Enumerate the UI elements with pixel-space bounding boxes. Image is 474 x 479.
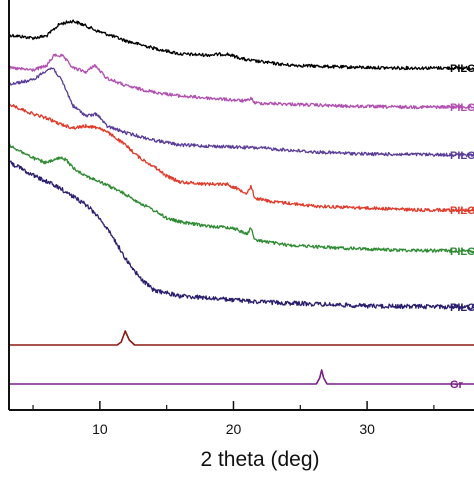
x-axis-label: 2 theta (deg) [200, 448, 319, 471]
series-label-6: PILG [450, 302, 474, 314]
series-label-8: Gr [450, 379, 464, 391]
series-layer [8, 19, 474, 385]
series-line-6 [8, 160, 474, 310]
x-tick-label: 30 [359, 421, 375, 437]
series-line-5 [8, 143, 474, 254]
series-label-3: PILG [450, 150, 474, 162]
series-label-4: PILG [450, 205, 474, 217]
series-labels: PILG PILG PILG PILG PILG PILG Gr [450, 63, 474, 391]
series-line-4 [8, 103, 474, 213]
series-line-3 [8, 67, 474, 158]
series-label-2: PILG [450, 102, 474, 114]
axes [8, 0, 474, 411]
x-tick-label: 10 [92, 421, 108, 437]
series-line-1 [8, 19, 474, 71]
series-line-7 [8, 330, 474, 346]
x-tick-label: 20 [226, 421, 242, 437]
series-label-5: PILG [450, 246, 474, 258]
series-line-2 [8, 53, 474, 110]
series-label-1: PILG [450, 63, 474, 75]
x-ticks: 10 20 30 [32, 401, 435, 437]
series-line-8 [8, 369, 474, 385]
